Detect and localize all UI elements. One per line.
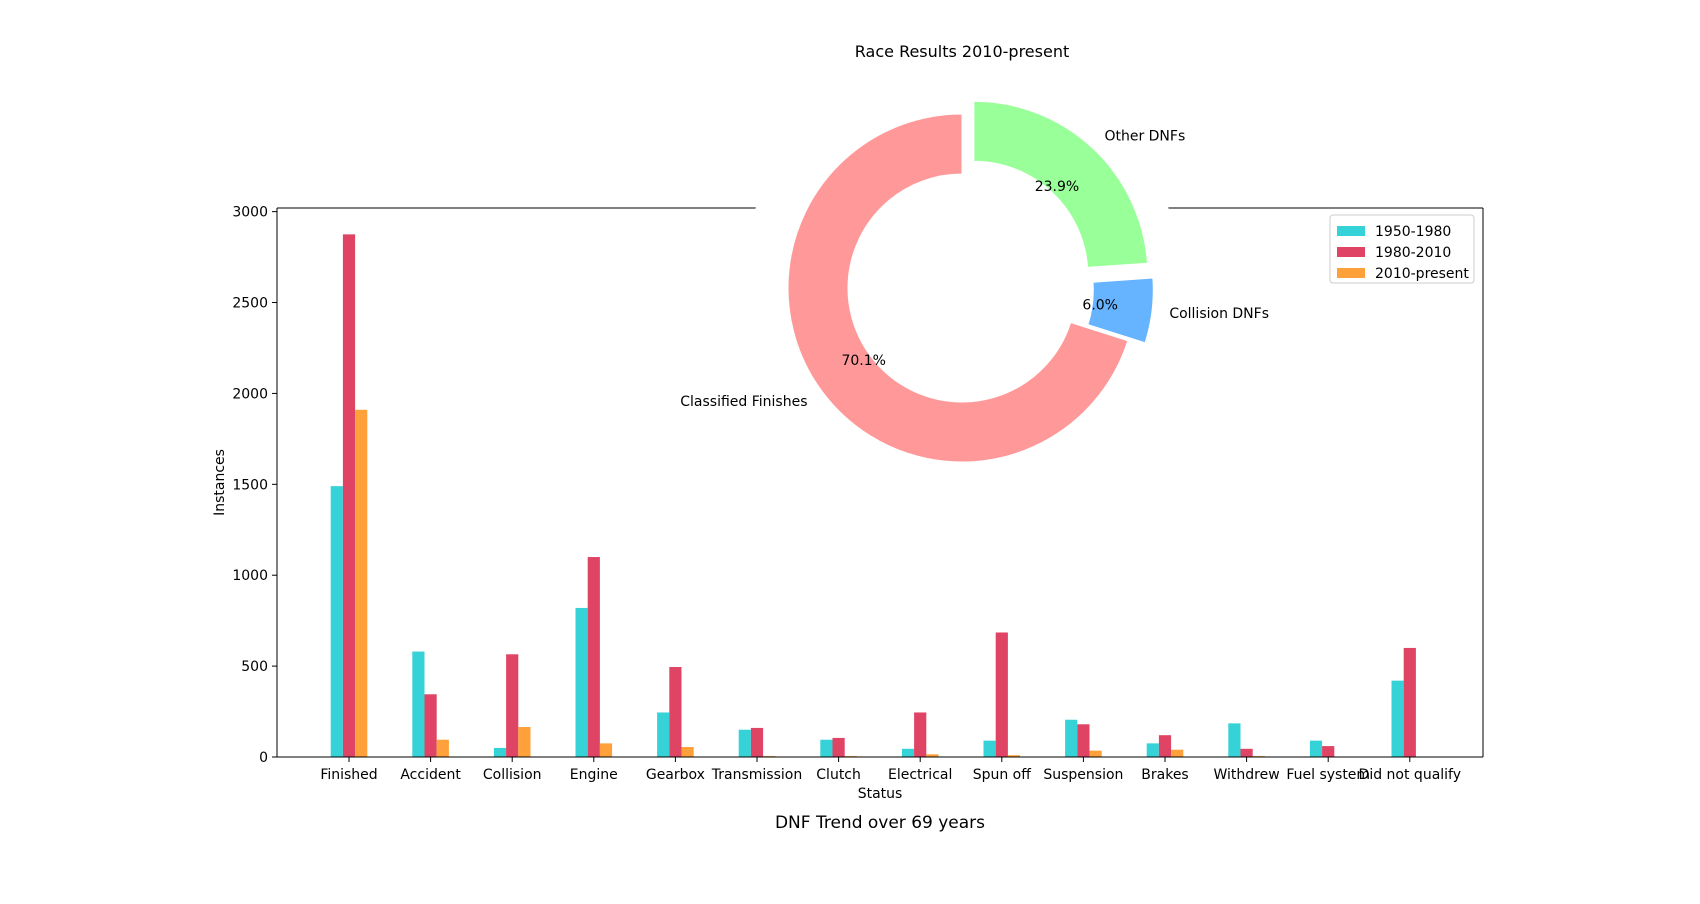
bar-series-2 [355, 409, 1265, 757]
x-tick-label: Brakes [1141, 767, 1188, 783]
donut-chart-title: Race Results 2010-present [855, 42, 1069, 61]
bar [330, 486, 343, 757]
bar [1228, 723, 1241, 757]
bar [669, 667, 682, 757]
bar [681, 747, 694, 757]
bar [1171, 749, 1184, 757]
bar [518, 727, 531, 757]
pie-pct-label: 23.9% [1035, 179, 1079, 195]
legend-label: 1980-2010 [1375, 245, 1451, 261]
bar [1158, 735, 1172, 757]
bar [342, 234, 356, 758]
bar [412, 651, 425, 757]
bar [506, 654, 519, 757]
legend-frame [1329, 214, 1475, 284]
legend-label: 2010-present [1375, 266, 1469, 282]
x-tick-label: Engine [570, 767, 618, 783]
bar [1309, 740, 1323, 757]
x-tick-label: Fuel system [1286, 767, 1370, 783]
pie-slice-label: Collision DNFs [1169, 306, 1269, 322]
bar-series-0 [330, 486, 1404, 757]
bar [750, 727, 764, 757]
bar [901, 748, 915, 757]
bar [1322, 746, 1335, 757]
bar [738, 729, 751, 757]
bar [599, 743, 613, 757]
donut-chart: 23.9% Other DNFs 6.0% Collision DNFs 70.1% Cl… [680, 42, 1269, 510]
bar [355, 409, 368, 757]
bar [1403, 647, 1416, 757]
x-tick-label: Withdrew [1214, 767, 1280, 783]
legend-swatch [1337, 226, 1365, 236]
x-tick-label: Transmission [711, 767, 802, 783]
bar [1007, 755, 1021, 757]
bar [820, 739, 833, 757]
x-tick-label: Suspension [1043, 767, 1123, 783]
bar [1391, 680, 1404, 757]
bar [1065, 719, 1078, 757]
x-tick-label: Finished [320, 767, 377, 783]
bar [1146, 743, 1159, 757]
y-tick-label: 2500 [232, 296, 268, 312]
bar [1089, 750, 1102, 757]
bar [983, 740, 996, 757]
legend-swatch [1337, 247, 1365, 257]
x-tick-label: Accident [400, 767, 461, 783]
pie-pct-label: 70.1% [841, 353, 885, 369]
y-axis-label: Instances [212, 449, 228, 516]
bar [657, 712, 670, 757]
bar [575, 607, 588, 757]
bar-chart: 0 500 1000 1500 2000 2500 3000 Finished Accident… [212, 205, 1484, 833]
y-tick-label: 1500 [232, 477, 268, 493]
bar [926, 754, 939, 757]
x-tick-label: Clutch [816, 767, 861, 783]
y-tick-label: 2000 [232, 386, 268, 402]
bar [587, 557, 600, 757]
bar [1240, 748, 1253, 757]
bar [832, 737, 845, 757]
bar [436, 739, 449, 757]
pie-slice-label: Classified Finishes [680, 394, 807, 410]
pie-slice [787, 113, 1129, 463]
x-axis-label: Status [858, 786, 903, 802]
y-tick-label: 3000 [232, 205, 268, 221]
x-tick-label: Collision [483, 767, 542, 783]
x-tick-label: Electrical [888, 767, 952, 783]
pie-slice [973, 100, 1148, 268]
y-tick-label: 1000 [232, 568, 268, 584]
bar-chart-title: DNF Trend over 69 years [775, 813, 985, 833]
x-tick-label: Gearbox [646, 767, 705, 783]
legend: 1950-1980 1980-2010 2010-present [1329, 214, 1475, 284]
pie-pct-label: 6.0% [1082, 298, 1118, 314]
bar [424, 694, 437, 757]
y-tick-label: 500 [241, 659, 268, 675]
bar [914, 712, 927, 757]
pie-slice-label: Other DNFs [1104, 128, 1185, 144]
y-tick-label: 0 [259, 750, 268, 766]
x-tick-label: Did not qualify [1359, 767, 1461, 783]
bar [995, 632, 1008, 757]
bar [1077, 724, 1090, 757]
legend-label: 1950-1980 [1375, 224, 1451, 240]
x-tick-label: Spun off [973, 767, 1032, 783]
bar-series-1 [342, 234, 1416, 758]
legend-swatch [1337, 268, 1365, 278]
pie-slice [1087, 277, 1154, 344]
bar [493, 747, 507, 757]
